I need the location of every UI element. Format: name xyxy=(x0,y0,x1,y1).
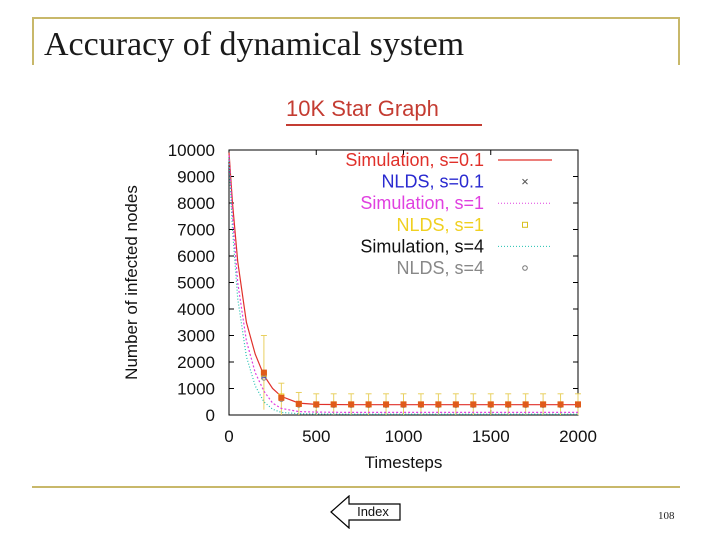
data-point-filled-square xyxy=(400,401,407,408)
y-tick-label: 9000 xyxy=(177,168,215,187)
x-tick-label: 0 xyxy=(224,427,233,446)
data-point-filled-square xyxy=(487,401,494,408)
data-point-filled-square xyxy=(575,401,581,408)
index-button-label: Index xyxy=(357,504,389,519)
x-tick-label: 1000 xyxy=(385,427,423,446)
slide-title: Accuracy of dynamical system xyxy=(44,26,465,63)
series-line xyxy=(228,157,578,415)
x-tick-label: 500 xyxy=(302,427,330,446)
legend-label: Simulation, s=1 xyxy=(360,193,484,213)
data-point-filled-square xyxy=(295,400,302,407)
index-button[interactable]: Index xyxy=(330,495,402,529)
data-point-filled-square xyxy=(540,401,547,408)
data-point-filled-square xyxy=(348,401,355,408)
bottom-rule xyxy=(32,486,680,488)
chart-title: 10K Star Graph xyxy=(286,96,439,121)
y-tick-label: 4000 xyxy=(177,300,215,319)
x-tick-label: 2000 xyxy=(559,427,597,446)
y-tick-label: 5000 xyxy=(177,274,215,293)
y-tick-label: 0 xyxy=(206,406,215,425)
series-line xyxy=(228,152,578,406)
data-point-filled-square xyxy=(383,401,390,408)
data-point-filled-square xyxy=(557,401,564,408)
legend-sample-square xyxy=(522,221,528,228)
frame-right-rule xyxy=(678,17,680,65)
y-tick-label: 2000 xyxy=(177,353,215,372)
legend-sample-x xyxy=(522,178,528,185)
data-point-filled-square xyxy=(365,401,372,408)
y-tick-label: 7000 xyxy=(177,221,215,240)
series-line xyxy=(228,155,578,413)
chart-title-underline xyxy=(286,124,482,126)
legend-sample-circle xyxy=(522,265,528,271)
y-tick-label: 1000 xyxy=(177,380,215,399)
data-point-filled-square xyxy=(260,369,267,376)
chart-plot-group: 0100020003000400050006000700080009000100… xyxy=(122,141,597,472)
y-tick-label: 6000 xyxy=(177,247,215,266)
data-point-filled-square xyxy=(330,401,337,408)
left-arrow-icon xyxy=(330,495,401,529)
data-point-filled-square xyxy=(522,401,529,408)
x-axis-label: Timesteps xyxy=(365,453,443,472)
y-tick-label: 8000 xyxy=(177,194,215,213)
legend-label: Simulation, s=4 xyxy=(360,236,484,256)
infection-chart: 0100020003000400050006000700080009000100… xyxy=(122,141,597,472)
data-point-filled-square xyxy=(417,401,424,408)
data-point-filled-square xyxy=(435,401,442,408)
x-tick-label: 1500 xyxy=(472,427,510,446)
legend-label: Simulation, s=0.1 xyxy=(345,150,484,170)
data-point-filled-square xyxy=(313,401,320,408)
legend-label: NLDS, s=0.1 xyxy=(381,172,484,192)
data-point-filled-square xyxy=(505,401,512,408)
y-tick-label: 3000 xyxy=(177,327,215,346)
frame-left-rule xyxy=(32,17,34,65)
data-point-filled-square xyxy=(470,401,477,408)
data-point-filled-square xyxy=(452,401,459,408)
legend-label: NLDS, s=4 xyxy=(396,258,484,278)
frame-top-rule xyxy=(32,17,680,19)
legend-label: NLDS, s=1 xyxy=(396,215,484,235)
page-number: 108 xyxy=(658,510,675,522)
y-axis-label: Number of infected nodes xyxy=(122,185,141,380)
data-point-filled-square xyxy=(278,394,285,401)
y-tick-label: 10000 xyxy=(168,141,215,160)
